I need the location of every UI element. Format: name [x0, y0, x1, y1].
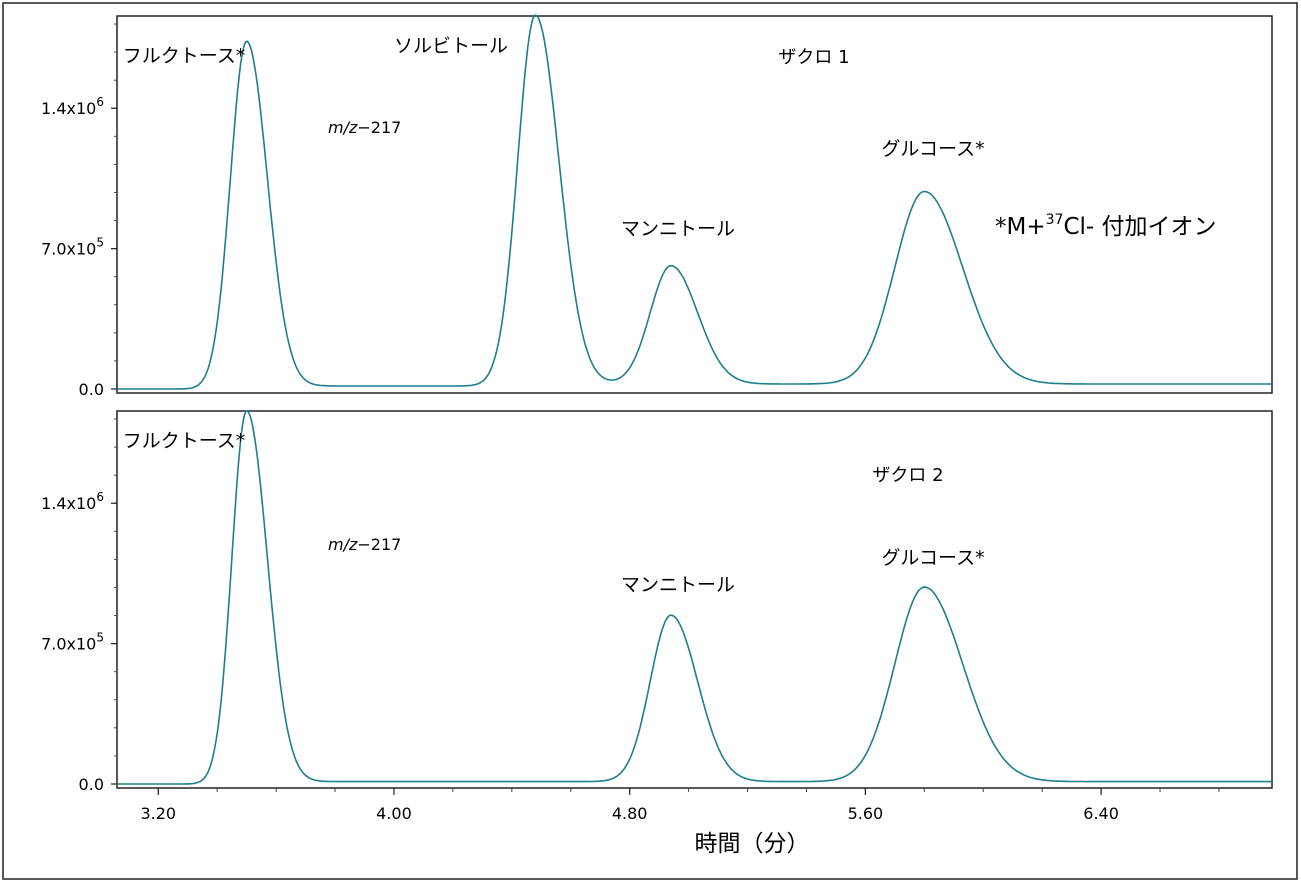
y-tick-label-base: 7.0x10	[41, 635, 96, 654]
panel-2-peak-label-mannitol: マンニトール	[621, 574, 735, 596]
panel-2-peak-label-fructose: フルクトース*	[123, 430, 246, 452]
y-tick-label-exponent: 6	[96, 490, 104, 504]
note-prefix: *M+	[995, 214, 1046, 240]
panel-1-y-ticks: 0.0 7.0x105 1.4x106	[41, 95, 117, 399]
x-tick-label: 3.20	[140, 804, 176, 823]
note-superscript: 37	[1046, 212, 1064, 228]
panel-2-mz-annotation: m/z−217	[328, 535, 401, 554]
y-tick-label-base: 7.0x10	[41, 240, 96, 259]
y-tick-label-base: 0.0	[79, 380, 104, 399]
panel-1-sample-label: ザクロ 1	[778, 47, 849, 68]
panel-2-mz-value: −217	[357, 535, 401, 554]
panel-2-frame	[116, 410, 1273, 789]
x-tick-label: 4.00	[376, 804, 412, 823]
panel-2-sample-label: ザクロ 2	[872, 465, 943, 486]
panel-2-mz-prefix: m/z	[328, 535, 358, 554]
panel-1-frame	[116, 15, 1273, 394]
panel-2-peak-label-glucose: グルコース*	[881, 547, 984, 569]
panel-1-mz-value: −217	[357, 118, 401, 137]
panel-1-trace	[117, 14, 1272, 390]
y-tick-label: 1.4x106	[41, 95, 104, 118]
y-tick-label: 0.0	[79, 380, 104, 399]
x-axis-ticks: 3.20 4.00 4.80 5.60 6.40	[140, 788, 1220, 823]
x-tick-label: 4.80	[612, 804, 648, 823]
panel-2-y-ticks: 0.0 7.0x105 1.4x106	[41, 490, 117, 794]
x-tick-label: 5.60	[848, 804, 884, 823]
panel-1-peak-label-sorbitol: ソルビトール	[394, 35, 508, 57]
chloride-adduct-note: *M+37Cl- 付加イオン	[995, 212, 1217, 240]
panel-2-trace	[117, 409, 1272, 785]
panel-1-mz-prefix: m/z	[328, 118, 358, 137]
note-suffix: Cl- 付加イオン	[1063, 214, 1216, 240]
y-tick-label: 7.0x105	[41, 631, 104, 654]
x-axis-title: 時間（分）	[695, 831, 810, 857]
y-tick-label: 7.0x105	[41, 236, 104, 259]
panel-1-mz-annotation: m/z−217	[328, 118, 401, 137]
y-tick-label: 0.0	[79, 775, 104, 794]
panel-2: 0.0 7.0x105 1.4x106 3.20 4.00 4.80 5.60 6.40 ザ…	[41, 409, 1273, 823]
panel-1-peak-label-fructose: フルクトース*	[123, 45, 246, 67]
panel-1-peak-label-glucose: グルコース*	[881, 138, 984, 160]
y-tick-label-base: 1.4x10	[41, 494, 96, 513]
x-tick-label: 6.40	[1083, 804, 1119, 823]
y-tick-label-base: 0.0	[79, 775, 104, 794]
y-tick-label: 1.4x106	[41, 490, 104, 513]
y-tick-label-exponent: 5	[96, 631, 104, 645]
y-tick-label-exponent: 5	[96, 236, 104, 250]
y-tick-label-base: 1.4x10	[41, 99, 96, 118]
y-tick-label-exponent: 6	[96, 95, 104, 109]
panel-1-peak-label-mannitol: マンニトール	[621, 218, 735, 240]
